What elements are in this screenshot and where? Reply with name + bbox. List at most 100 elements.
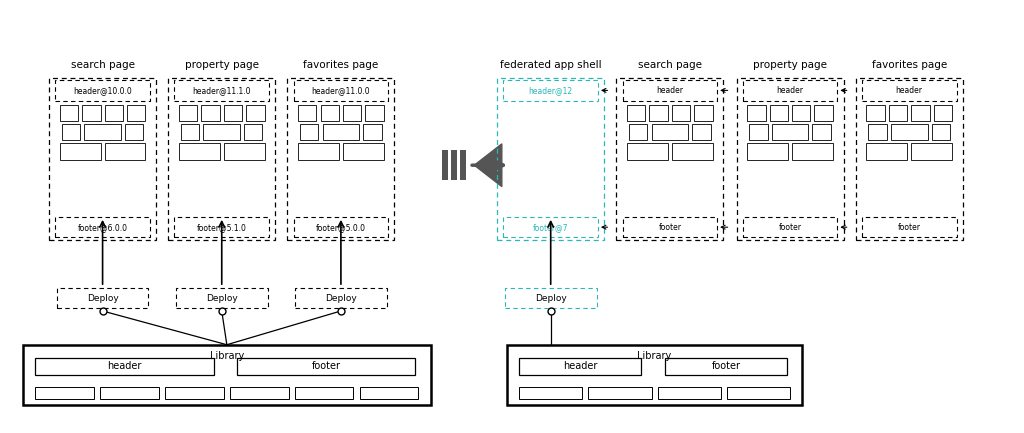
Bar — [165, 387, 224, 400]
Bar — [932, 124, 950, 140]
Bar — [692, 124, 711, 140]
Bar — [36, 358, 214, 375]
Bar — [505, 288, 597, 308]
Bar — [665, 358, 787, 375]
Polygon shape — [474, 144, 502, 187]
Text: header: header — [563, 361, 597, 371]
Text: Deploy: Deploy — [325, 294, 356, 303]
Text: Deploy: Deploy — [535, 294, 566, 303]
Bar — [504, 80, 598, 100]
Bar — [82, 105, 100, 121]
Text: header: header — [776, 86, 804, 95]
Bar — [100, 387, 159, 400]
Bar — [793, 105, 810, 121]
Bar — [657, 387, 721, 400]
Text: header@11.1.0: header@11.1.0 — [193, 86, 251, 95]
Bar — [202, 105, 220, 121]
Text: footer: footer — [311, 361, 341, 371]
Bar — [224, 143, 264, 160]
Bar — [862, 217, 956, 237]
Bar — [694, 105, 713, 121]
Bar — [891, 124, 928, 140]
Text: footer@7: footer@7 — [532, 223, 568, 232]
Bar — [623, 80, 717, 100]
Bar — [168, 78, 275, 240]
Bar — [934, 105, 952, 121]
Text: search page: search page — [638, 60, 701, 70]
Bar — [498, 78, 604, 240]
Text: property page: property page — [184, 60, 259, 70]
Bar — [246, 105, 264, 121]
Text: favorites page: favorites page — [303, 60, 379, 70]
Bar — [61, 124, 80, 140]
Text: search page: search page — [71, 60, 134, 70]
Text: header: header — [108, 361, 141, 371]
Text: header: header — [896, 86, 923, 95]
Bar — [295, 387, 353, 400]
Bar — [856, 78, 963, 240]
Bar — [770, 105, 788, 121]
Bar — [59, 143, 100, 160]
Bar — [104, 143, 145, 160]
Text: header@10.0.0: header@10.0.0 — [73, 86, 132, 95]
Bar — [364, 124, 382, 140]
Bar — [59, 105, 78, 121]
Bar — [174, 217, 269, 237]
Bar — [56, 288, 148, 308]
Bar — [460, 150, 466, 180]
Bar — [627, 105, 645, 121]
Bar — [742, 80, 838, 100]
Bar — [294, 217, 388, 237]
Bar — [742, 217, 838, 237]
Text: footer@5.1.0: footer@5.1.0 — [197, 223, 247, 232]
Bar — [814, 105, 833, 121]
Bar — [224, 105, 242, 121]
Bar — [127, 105, 145, 121]
Bar — [244, 124, 262, 140]
Text: footer: footer — [898, 223, 921, 232]
Bar — [504, 217, 598, 237]
Bar — [179, 105, 198, 121]
Text: favorites page: favorites page — [871, 60, 947, 70]
Bar — [868, 124, 887, 140]
Bar — [125, 124, 143, 140]
Bar — [321, 105, 339, 121]
Text: Deploy: Deploy — [87, 294, 119, 303]
Bar — [181, 124, 200, 140]
Bar — [519, 358, 641, 375]
Bar — [359, 387, 418, 400]
Bar — [866, 105, 885, 121]
Text: property page: property page — [753, 60, 827, 70]
Text: header@11.0.0: header@11.0.0 — [311, 86, 371, 95]
Bar — [343, 143, 384, 160]
Bar — [672, 143, 713, 160]
Bar — [812, 124, 830, 140]
Bar — [366, 105, 384, 121]
Bar — [889, 105, 907, 121]
Bar — [627, 143, 668, 160]
Bar — [204, 124, 240, 140]
Text: footer@6.0.0: footer@6.0.0 — [78, 223, 128, 232]
Bar — [736, 78, 844, 240]
Bar — [623, 217, 717, 237]
Bar — [519, 387, 583, 400]
Bar — [589, 387, 651, 400]
Text: footer: footer — [778, 223, 802, 232]
Bar — [237, 358, 416, 375]
Bar — [441, 150, 447, 180]
Bar — [179, 143, 220, 160]
Bar — [300, 124, 318, 140]
Text: footer: footer — [712, 361, 740, 371]
Text: footer: footer — [658, 223, 681, 232]
Bar — [451, 150, 457, 180]
Bar — [793, 143, 833, 160]
Bar — [748, 143, 788, 160]
Bar — [298, 105, 316, 121]
Bar — [36, 387, 94, 400]
Bar — [298, 143, 339, 160]
Bar — [649, 105, 668, 121]
Text: Library: Library — [638, 351, 672, 361]
Bar — [84, 124, 121, 140]
Bar — [629, 124, 647, 140]
Bar — [750, 124, 768, 140]
